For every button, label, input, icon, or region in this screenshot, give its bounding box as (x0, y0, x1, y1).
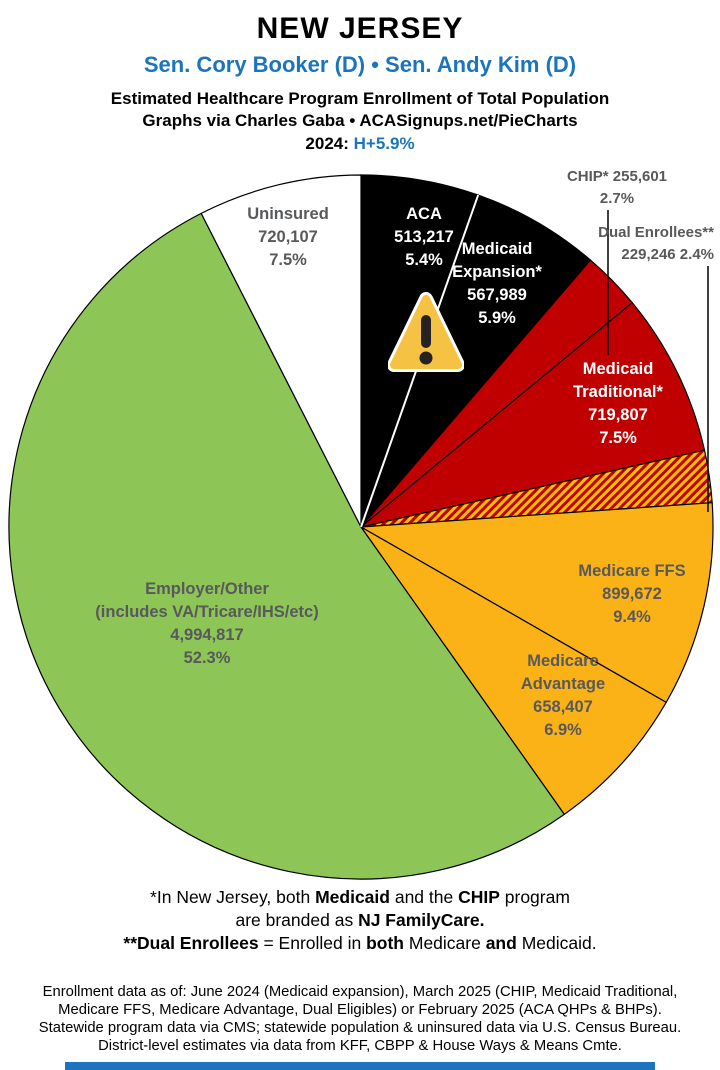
warning-icon (388, 292, 464, 372)
source-note-line: District-level estimates via data from K… (98, 1038, 622, 1054)
pie-slice-medicare-ffs (358, 502, 714, 704)
next-section-divider-bar (65, 1062, 655, 1070)
chart-subtitle: Estimated Healthcare Program Enrollment … (110, 89, 610, 108)
footnote-line: *In New Jersey, both Medicaid and the CH… (150, 887, 570, 907)
pie-chart (8, 174, 714, 880)
pie-slice-uninsured (200, 174, 362, 528)
index-year-label: 2024: (305, 134, 349, 153)
senators-line: Sen. Cory Booker (D) • Sen. Andy Kim (D) (143, 52, 577, 77)
source-note: Enrollment data as of: June 2024 (Medica… (0, 983, 720, 1055)
pie-slice-employer-other (8, 212, 566, 880)
footnote-line: **Dual Enrollees = Enrolled in both Medi… (123, 933, 597, 953)
source-note-line: Medicare FFS, Medicare Advantage, Dual E… (58, 1002, 662, 1018)
pie-slice-medicare-advantage (360, 526, 668, 816)
page-title: NEW JERSEY (256, 12, 464, 45)
source-note-line: Enrollment data as of: June 2024 (Medica… (42, 984, 678, 1000)
partisan-index-line: 2024: H+5.9% (0, 134, 720, 154)
source-note-line: Statewide program data via CMS; statewid… (38, 1020, 682, 1036)
footnotes: *In New Jersey, both Medicaid and the CH… (0, 886, 720, 955)
index-value: H+5.9% (353, 134, 415, 153)
footnote-line: are branded as NJ FamilyCare. (235, 910, 485, 930)
pie-slice-medicaid-expansion (360, 194, 592, 528)
pie-slice-medicaid-traditional (360, 301, 706, 528)
credit-line: Graphs via Charles Gaba • ACASignups.net… (142, 111, 578, 130)
